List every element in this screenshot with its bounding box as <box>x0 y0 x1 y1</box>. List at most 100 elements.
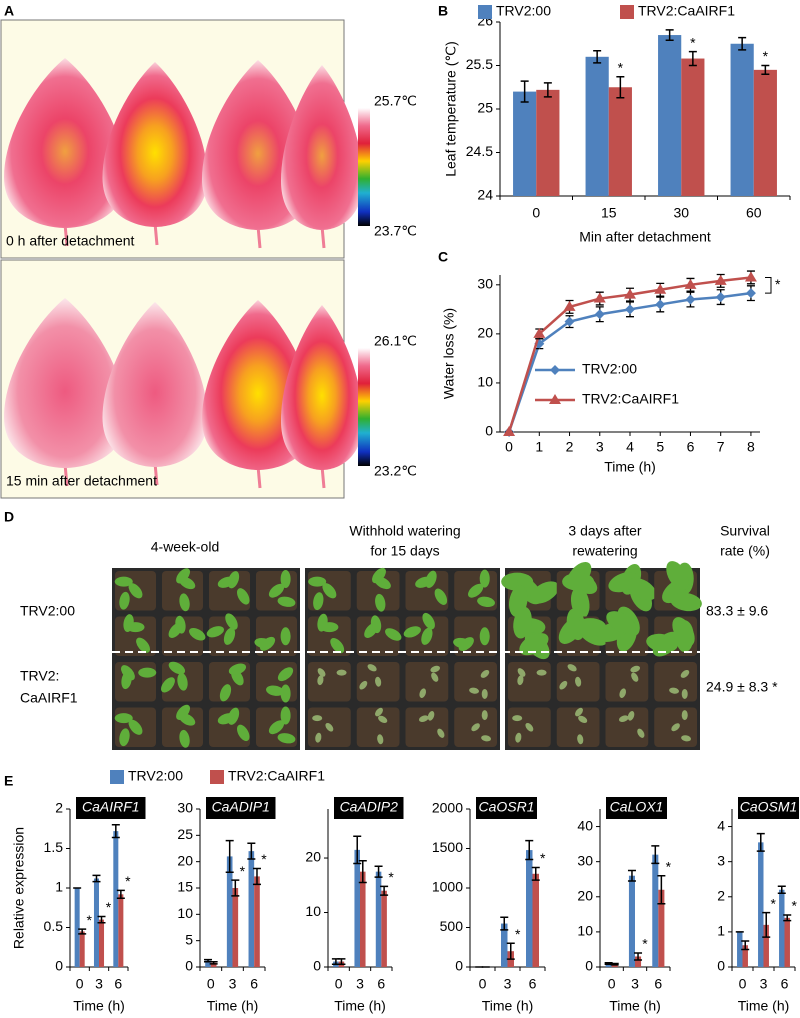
y-tick-label: 0 <box>485 423 493 439</box>
y-tick-label: 30 <box>577 852 593 868</box>
significance: * <box>771 895 777 911</box>
gene-label: CaADIP2 <box>340 799 399 815</box>
plant-leaf <box>128 583 143 599</box>
y-tick-label: 30 <box>477 276 493 292</box>
legend-label: TRV2:00 <box>582 361 637 377</box>
plant-leaf <box>672 617 695 647</box>
x-tick-label: 5 <box>656 439 664 455</box>
bar <box>248 851 255 967</box>
plant-leaf <box>168 661 186 675</box>
marker <box>549 394 561 404</box>
y-tick-label: 10 <box>577 923 593 939</box>
y-tick-label: 1 <box>717 923 725 939</box>
x-tick-label: 0 <box>739 976 747 992</box>
plant-leaf <box>403 626 421 638</box>
y-tick-label: 30 <box>177 800 193 816</box>
x-tick-label: 3 <box>95 976 103 992</box>
y-tick-label: 0 <box>585 958 593 974</box>
y-tick-label: 5 <box>185 931 193 947</box>
significance: * <box>240 863 246 879</box>
x-tick-label: 6 <box>250 976 258 992</box>
plant-leaf <box>375 707 383 717</box>
plant-leaf <box>421 627 433 645</box>
plant-leaf <box>225 613 238 630</box>
y-tick-label: 25.5 <box>466 56 493 72</box>
error-bar <box>665 29 674 42</box>
y-tick-label: 20 <box>577 887 593 903</box>
significance: * <box>763 48 769 64</box>
plant-leaf <box>681 735 691 742</box>
pot <box>405 707 449 747</box>
plant-leaf <box>308 576 327 587</box>
plant-leaf <box>315 732 322 743</box>
bar <box>658 35 682 196</box>
error-bar <box>688 50 697 67</box>
marker <box>593 292 606 303</box>
marker <box>594 309 605 320</box>
error-bar <box>92 874 101 883</box>
bar <box>205 960 211 967</box>
x-tick-label: 6 <box>529 976 537 992</box>
error-bar <box>209 960 218 965</box>
bar <box>652 854 659 967</box>
bar <box>758 842 764 967</box>
plant-leaf <box>479 569 490 588</box>
plant-leaf <box>280 684 291 703</box>
plant-leaf <box>681 688 688 699</box>
plant-leaf <box>266 685 284 696</box>
column-header: rewatering <box>572 543 637 559</box>
x-tick-label: 3 <box>504 976 512 992</box>
survival-rate: 83.3 ± 9.6 <box>706 603 768 619</box>
error-bar <box>97 915 106 924</box>
panel-label: B <box>438 3 448 19</box>
significance: * <box>690 34 696 50</box>
pot <box>605 707 649 747</box>
plant-leaf <box>575 707 583 717</box>
y-tick-label: 0 <box>455 958 463 974</box>
x-tick-label: 60 <box>746 205 762 221</box>
plant-leaf <box>469 687 479 694</box>
column-header: 3 days after <box>568 523 641 539</box>
significance: * <box>540 850 546 866</box>
y-tick-label: 20 <box>305 849 321 865</box>
plant-leaf <box>219 684 232 702</box>
scale-min: 23.2℃ <box>374 463 417 479</box>
error-bar <box>525 839 534 861</box>
gene-label-bg <box>334 797 404 819</box>
gene-label-bg <box>206 797 276 819</box>
plant-leaf <box>481 710 488 721</box>
plant-leaf <box>217 576 236 588</box>
x-tick-label: 3 <box>760 976 768 992</box>
plant-leaf <box>519 632 549 656</box>
significance: * <box>775 276 781 292</box>
plant-leaf <box>434 588 448 605</box>
gene-label-bg <box>738 797 799 819</box>
plant-leaf <box>471 723 480 732</box>
panel-label: E <box>4 773 13 789</box>
plant-leaf <box>453 637 471 649</box>
plant-leaf <box>179 729 190 748</box>
plant-leaf <box>268 720 285 735</box>
leaf <box>102 302 208 467</box>
error-bar <box>78 928 87 935</box>
pot <box>209 571 250 611</box>
plant-leaf <box>427 710 435 721</box>
marker <box>563 300 576 311</box>
plant-leaf <box>322 583 337 599</box>
bar <box>628 875 635 967</box>
plant-leaf <box>136 637 150 653</box>
plant-leaf <box>415 576 433 588</box>
plant-leaf <box>681 710 688 721</box>
marker <box>714 274 727 285</box>
row-label: TRV2:00 <box>20 603 75 619</box>
legend-label: TRV2:00 <box>496 3 551 19</box>
plant-leaf <box>313 592 324 611</box>
error-bar <box>651 845 660 865</box>
plant-leaf <box>217 713 236 725</box>
x-tick-label: 7 <box>717 439 725 455</box>
pot <box>605 662 649 702</box>
plant-leaf <box>280 627 291 646</box>
plant-leaf <box>128 719 143 735</box>
plant-leaf <box>536 669 547 676</box>
plant-leaf <box>237 588 250 605</box>
